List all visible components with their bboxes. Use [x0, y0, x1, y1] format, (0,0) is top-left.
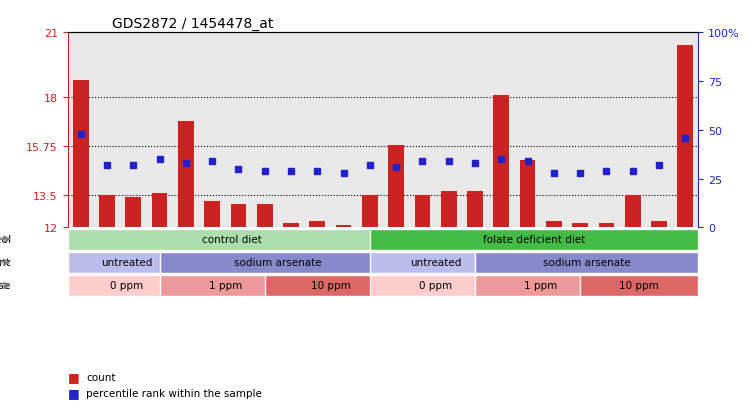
Bar: [204, 202, 220, 228]
Text: 0 ppm: 0 ppm: [110, 281, 143, 291]
Text: GDS2872 / 1454478_at: GDS2872 / 1454478_at: [112, 17, 273, 31]
Bar: [546, 221, 562, 228]
FancyBboxPatch shape: [475, 252, 698, 273]
Bar: [125, 197, 141, 228]
Bar: [178, 122, 194, 228]
FancyBboxPatch shape: [160, 252, 397, 273]
Text: agent: agent: [0, 258, 11, 268]
Text: percentile rank within the sample: percentile rank within the sample: [86, 389, 262, 399]
FancyBboxPatch shape: [370, 229, 698, 250]
FancyBboxPatch shape: [160, 275, 291, 296]
Bar: [520, 161, 535, 228]
FancyBboxPatch shape: [475, 275, 607, 296]
Bar: [415, 195, 430, 228]
Bar: [493, 96, 509, 228]
Bar: [99, 195, 115, 228]
Text: 1 ppm: 1 ppm: [524, 281, 557, 291]
Bar: [362, 195, 378, 228]
Bar: [283, 223, 299, 228]
Text: dose: dose: [0, 281, 11, 291]
Bar: [336, 226, 351, 228]
Text: untreated: untreated: [101, 258, 152, 268]
Bar: [231, 204, 246, 228]
Bar: [677, 46, 693, 228]
Text: folate deficient diet: folate deficient diet: [483, 235, 585, 244]
Bar: [257, 204, 273, 228]
Bar: [651, 221, 667, 228]
Bar: [625, 195, 641, 228]
FancyBboxPatch shape: [265, 275, 397, 296]
Text: count: count: [86, 372, 116, 382]
Bar: [152, 193, 167, 228]
Bar: [441, 191, 457, 228]
Text: sodium arsenate: sodium arsenate: [234, 258, 321, 268]
Text: ■: ■: [68, 370, 80, 383]
Text: 10 ppm: 10 ppm: [620, 281, 659, 291]
Text: 1 ppm: 1 ppm: [209, 281, 242, 291]
Text: sodium arsenate: sodium arsenate: [543, 258, 631, 268]
FancyBboxPatch shape: [68, 252, 186, 273]
Text: 10 ppm: 10 ppm: [311, 281, 350, 291]
Bar: [599, 223, 614, 228]
Bar: [388, 146, 404, 228]
FancyBboxPatch shape: [68, 275, 186, 296]
Text: ■: ■: [68, 387, 80, 399]
Bar: [572, 223, 588, 228]
Text: protocol: protocol: [0, 235, 11, 244]
FancyBboxPatch shape: [370, 275, 502, 296]
FancyBboxPatch shape: [68, 229, 397, 250]
FancyBboxPatch shape: [370, 252, 502, 273]
FancyBboxPatch shape: [581, 275, 698, 296]
Text: untreated: untreated: [410, 258, 461, 268]
Bar: [309, 221, 325, 228]
Bar: [467, 191, 483, 228]
Text: control diet: control diet: [202, 235, 262, 244]
Text: 0 ppm: 0 ppm: [419, 281, 452, 291]
Bar: [73, 81, 89, 228]
